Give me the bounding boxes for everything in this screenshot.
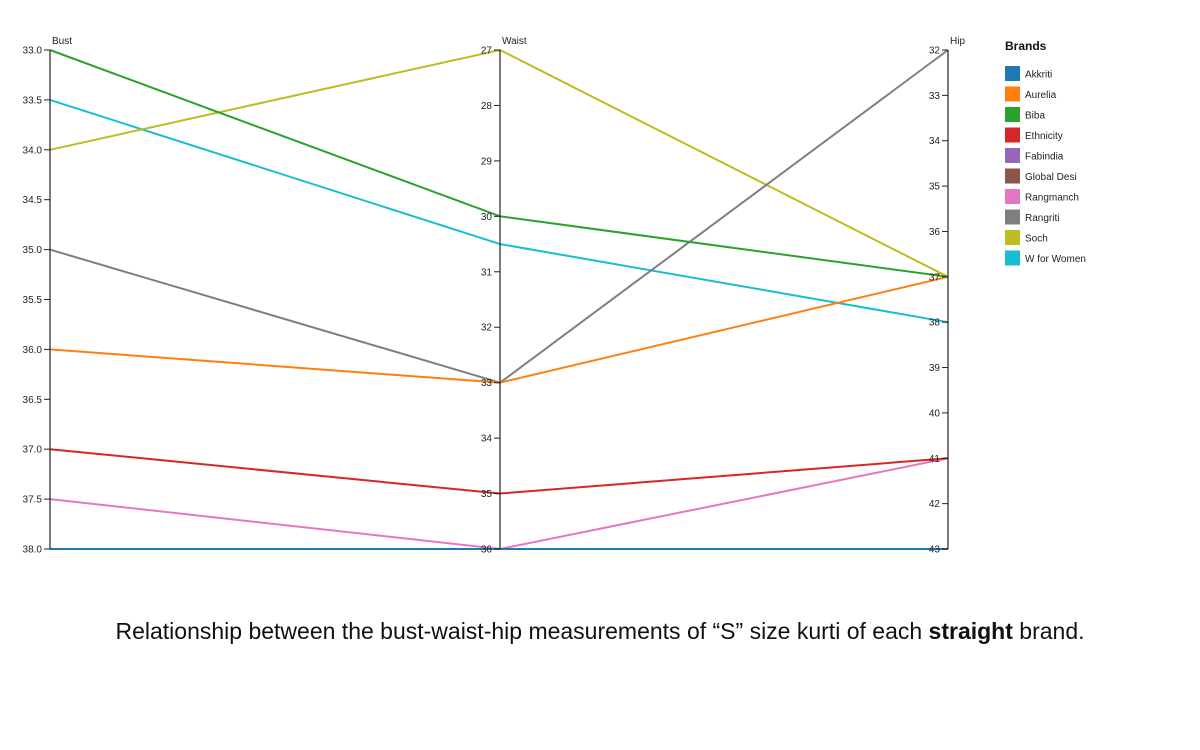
axis-tick-label-hip: 32	[929, 46, 941, 57]
axis-tick-label-hip: 42	[929, 499, 941, 510]
axis-tick-label-bust: 33.5	[23, 95, 43, 106]
legend-label: W for Women	[1025, 254, 1086, 265]
axis-tick-label-waist: 28	[481, 101, 493, 112]
legend-title: Brands	[1005, 39, 1047, 53]
series-lines	[49, 48, 949, 551]
legend-label: Fabindia	[1025, 152, 1064, 163]
legend-swatch	[1005, 66, 1020, 81]
legend-swatch	[1005, 189, 1020, 204]
caption-text-bold: straight	[928, 618, 1013, 644]
axis-title-bust: Bust	[52, 36, 72, 47]
legend-swatch	[1005, 168, 1020, 184]
axis-tick-label-hip: 37	[929, 272, 941, 283]
axis-tick-label-hip: 34	[929, 136, 941, 147]
axis-tick-label-hip: 40	[929, 408, 941, 419]
axis-tick-label-bust: 34.5	[23, 195, 43, 206]
caption-text-before: Relationship between the bust-waist-hip …	[115, 618, 929, 644]
legend-label: Rangriti	[1025, 213, 1059, 224]
axis-tick-label-waist: 31	[481, 267, 493, 278]
legend-swatch	[1005, 127, 1020, 143]
axis-tick-label-waist: 35	[481, 489, 493, 500]
axis-tick-label-bust: 37.0	[23, 445, 43, 456]
legend-label: Biba	[1025, 111, 1045, 122]
axis-bust: 33.0 33.5 34.0 34.5 35.0 35.5 36.0 36.5 37.0 37.5…	[23, 36, 73, 556]
axis-tick-label-waist: 34	[481, 434, 493, 445]
axis-tick-label-bust: 36.0	[23, 345, 43, 356]
axis-tick-label-hip: 33	[929, 91, 941, 102]
axis-tick-label-bust: 34.0	[23, 145, 43, 156]
axis-tick-label-waist: 36	[481, 545, 493, 556]
axis-tick-label-bust: 38.0	[23, 545, 43, 556]
caption-text-after: brand.	[1012, 618, 1085, 644]
axis-tick-label-hip: 39	[929, 363, 941, 374]
axis-tick-label-hip: 38	[929, 318, 941, 329]
chart-caption: Relationship between the bust-waist-hip …	[0, 618, 1200, 645]
axis-tick-label-hip: 41	[929, 454, 941, 465]
axis-tick-label-bust: 36.5	[23, 395, 43, 406]
legend-label: Aurelia	[1025, 90, 1057, 101]
axis-tick-label-waist: 27	[481, 46, 493, 57]
axis-tick-label-bust: 35.5	[23, 295, 43, 306]
series-line-rangmanch	[49, 457, 949, 551]
axis-tick-label-waist: 30	[481, 212, 493, 223]
legend-label: Rangmanch	[1025, 193, 1079, 204]
legend-swatch	[1005, 86, 1020, 102]
legend-swatch	[1005, 209, 1020, 225]
axis-hip: 32 33 34 35 36 37 38 39 40 41 42 43 Hip	[929, 36, 966, 556]
axis-tick-label-bust: 35.0	[23, 245, 43, 256]
legend-label: Ethnicity	[1025, 131, 1063, 142]
axis-tick-label-waist: 32	[481, 323, 493, 334]
axis-tick-label-hip: 35	[929, 182, 941, 193]
axis-tick-label-hip: 43	[929, 545, 941, 556]
legend-swatch	[1005, 250, 1020, 266]
series-line-ethnicity	[49, 448, 949, 495]
legend: Brands Akkriti Aurelia Biba Ethnicity Fabindi…	[1005, 39, 1086, 266]
legend-label: Akkriti	[1025, 70, 1052, 81]
parallel-coordinates-chart: 33.0 33.5 34.0 34.5 35.0 35.5 36.0 36.5 37.0 37.5…	[23, 36, 1086, 556]
axis-title-hip: Hip	[950, 36, 965, 47]
axis-title-waist: Waist	[502, 36, 527, 47]
legend-swatch	[1005, 230, 1020, 245]
axis-tick-label-waist: 33	[481, 378, 493, 389]
axis-waist: 27 28 29 30 31 32 33 34 35 36 Waist	[481, 36, 527, 556]
axis-tick-label-hip: 36	[929, 227, 941, 238]
series-line-aurelia	[49, 275, 949, 384]
legend-label: Soch	[1025, 234, 1048, 245]
legend-label: Global Desi	[1025, 172, 1077, 183]
axis-tick-label-waist: 29	[481, 156, 493, 167]
axis-tick-label-bust: 37.5	[23, 495, 43, 506]
axis-tick-label-bust: 33.0	[23, 46, 43, 57]
legend-swatch	[1005, 107, 1020, 122]
legend-swatch	[1005, 148, 1020, 163]
